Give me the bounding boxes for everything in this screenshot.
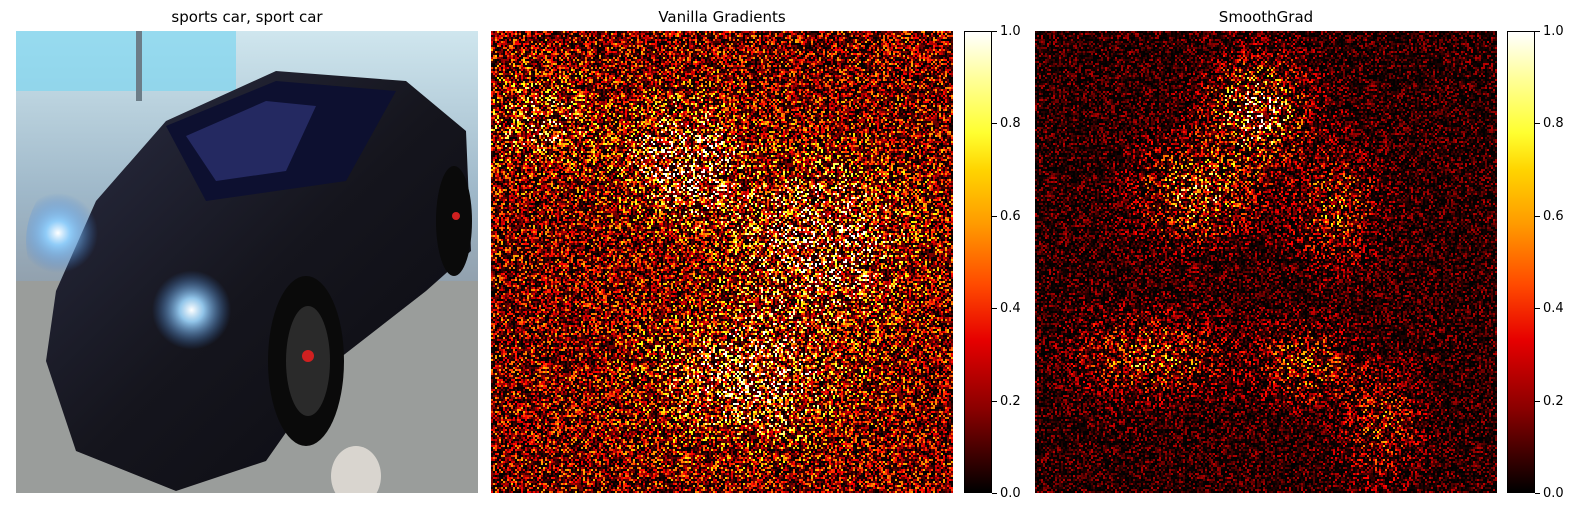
sports-car-image xyxy=(16,31,478,506)
smoothgrad-colorbar-tick-label: 1.0 xyxy=(1543,24,1564,39)
smoothgrad-title: SmoothGrad xyxy=(1218,8,1314,26)
smoothgrad-colorbar-tick-mark xyxy=(1535,31,1540,32)
smoothgrad-colorbar-tick-mark xyxy=(1535,123,1540,124)
vanilla-colorbar-tick-label: 0.2 xyxy=(1000,394,1021,409)
vanilla-colorbar-tick-label: 0.0 xyxy=(1000,486,1021,501)
vanilla-colorbar-tick-mark xyxy=(992,123,997,124)
smoothgrad-colorbar-tick-label: 0.0 xyxy=(1543,486,1564,501)
smoothgrad-colorbar-tick-mark xyxy=(1535,216,1540,217)
smoothgrad-colorbar-tick-label: 0.6 xyxy=(1543,209,1564,224)
smoothgrad-colorbar-tick-mark xyxy=(1535,493,1540,494)
car-photo xyxy=(16,31,478,506)
smoothgrad-heatmap xyxy=(1035,31,1497,493)
vanilla-colorbar-tick-mark xyxy=(992,401,997,402)
vanilla-colorbar-tick-label: 0.6 xyxy=(1000,209,1021,224)
smoothgrad-colorbar-tick-mark xyxy=(1535,308,1540,309)
vanilla-colorbar-tick-label: 0.8 xyxy=(1000,116,1021,131)
smoothgrad-canvas xyxy=(1035,31,1497,493)
smoothgrad-colorbar-tick-label: 0.4 xyxy=(1543,301,1564,316)
vanilla-colorbar xyxy=(964,31,992,493)
vanilla-colorbar-tick-mark xyxy=(992,216,997,217)
vanilla-colorbar-tick-label: 0.4 xyxy=(1000,301,1021,316)
vanilla-colorbar-tick-mark xyxy=(992,31,997,32)
smoothgrad-colorbar-tick-label: 0.8 xyxy=(1543,116,1564,131)
vanilla-gradients-title: Vanilla Gradients xyxy=(658,8,786,26)
smoothgrad-colorbar-tick-label: 0.2 xyxy=(1543,394,1564,409)
vanilla-gradients-canvas xyxy=(491,31,953,493)
photo-title: sports car, sport car xyxy=(171,8,323,26)
vanilla-colorbar-tick-label: 1.0 xyxy=(1000,24,1021,39)
vanilla-gradients-heatmap xyxy=(491,31,953,493)
vanilla-colorbar-tick-mark xyxy=(992,493,997,494)
smoothgrad-colorbar xyxy=(1507,31,1535,493)
vanilla-colorbar-tick-mark xyxy=(992,308,997,309)
smoothgrad-colorbar-tick-mark xyxy=(1535,401,1540,402)
